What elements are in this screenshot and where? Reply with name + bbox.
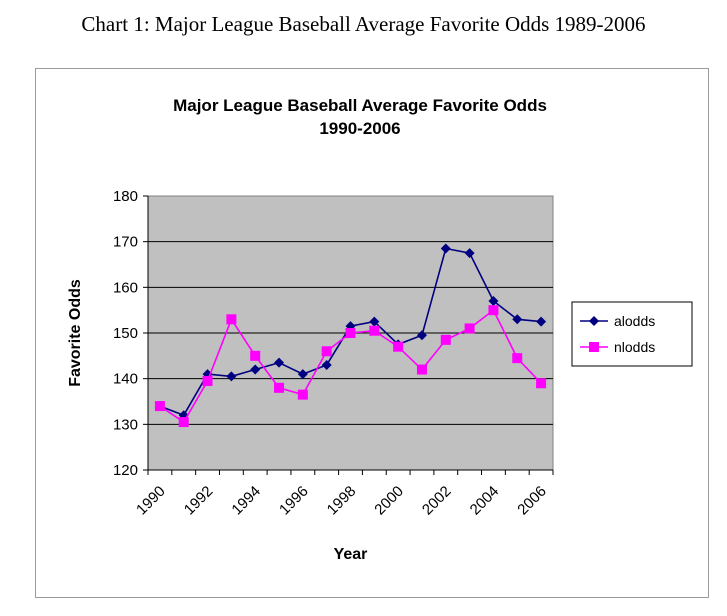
- y-tick-label: 150: [113, 325, 138, 342]
- point-nlodds: [440, 334, 451, 345]
- x-tick-label: 1998: [324, 483, 360, 519]
- chart-frame: Major League Baseball Average Favorite O…: [35, 68, 709, 598]
- y-tick-label: 130: [113, 416, 138, 433]
- x-tick-label: 2002: [419, 483, 455, 519]
- x-axis-title: Year: [334, 546, 368, 563]
- legend-box: [571, 301, 693, 367]
- point-nlodds: [369, 325, 380, 336]
- y-tick-label: 120: [113, 462, 138, 479]
- legend-label-alodds: alodds: [614, 313, 655, 329]
- x-tick-label: 1994: [228, 483, 264, 519]
- point-alodds: [416, 330, 427, 341]
- chart-title-line: Major League Baseball Average Favorite O…: [173, 96, 547, 115]
- point-nlodds: [297, 389, 308, 400]
- point-nlodds: [393, 341, 404, 352]
- point-nlodds: [178, 417, 189, 428]
- point-nlodds: [512, 353, 523, 364]
- x-tick-label: 2000: [371, 483, 407, 519]
- legend-marker-alodds: [589, 316, 599, 326]
- point-alodds: [369, 316, 380, 327]
- point-nlodds: [202, 375, 213, 386]
- legend-label-nlodds: nlodds: [614, 339, 655, 355]
- point-alodds: [440, 243, 451, 254]
- x-tick-label: 1990: [133, 483, 169, 519]
- chart: Major League Baseball Average Favorite O…: [67, 96, 693, 563]
- point-alodds: [274, 357, 285, 368]
- point-alodds: [250, 364, 261, 375]
- point-alodds: [512, 314, 523, 325]
- y-axis-title: Favorite Odds: [67, 279, 84, 387]
- y-tick-label: 160: [113, 279, 138, 296]
- point-alodds: [297, 369, 308, 380]
- y-tick-label: 170: [113, 234, 138, 251]
- point-nlodds: [226, 314, 237, 325]
- point-nlodds: [488, 305, 499, 316]
- point-nlodds: [345, 328, 356, 338]
- point-alodds: [488, 296, 499, 307]
- point-nlodds: [321, 346, 332, 357]
- x-tick-label: 1996: [276, 483, 312, 519]
- point-nlodds: [250, 350, 261, 361]
- y-tick-label: 140: [113, 371, 138, 388]
- x-tick-label: 1992: [181, 483, 217, 519]
- point-nlodds: [416, 364, 427, 375]
- point-alodds: [536, 316, 547, 327]
- point-nlodds: [154, 401, 165, 412]
- legend-marker-nlodds: [589, 342, 599, 352]
- point-alodds: [464, 248, 475, 259]
- figure-caption: Chart 1: Major League Baseball Average F…: [81, 12, 646, 36]
- point-nlodds: [536, 378, 547, 389]
- point-nlodds: [274, 382, 285, 393]
- x-tick-label: 2004: [467, 483, 503, 519]
- y-tick-label: 180: [113, 188, 138, 205]
- point-alodds: [226, 371, 237, 382]
- x-tick-label: 2006: [514, 483, 550, 519]
- point-nlodds: [464, 323, 475, 334]
- point-alodds: [321, 359, 332, 370]
- chart-title-line: 1990-2006: [319, 119, 400, 138]
